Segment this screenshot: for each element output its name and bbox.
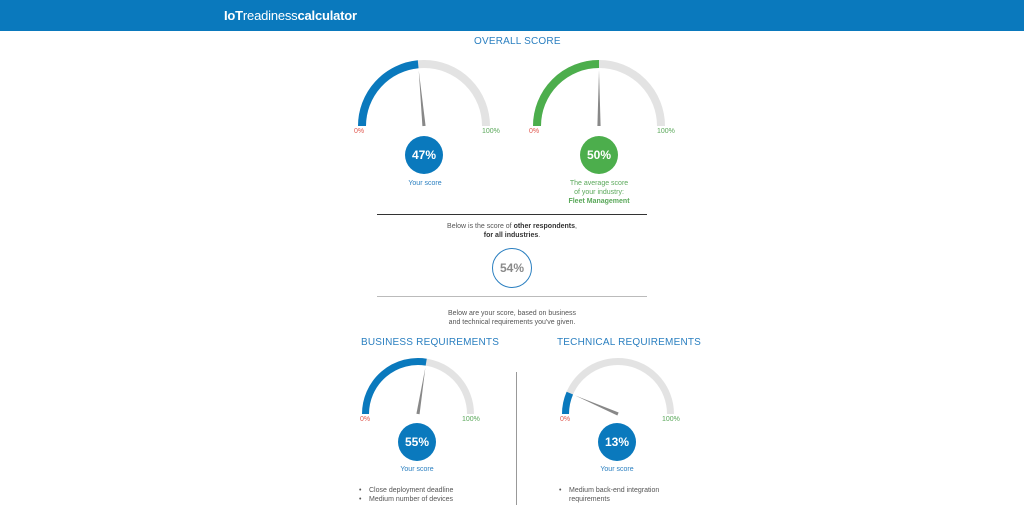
gauge-needle [597,70,601,126]
your-score-gauge [358,60,490,130]
respondents-note: Below is the score of other respondents,… [412,222,612,240]
business-score-badge: 55% [398,423,436,461]
technical-item-line1: Medium back-end integration [569,487,660,494]
breakdown-note-line2: and technical requirements you've given. [448,319,576,326]
respondents-text-line2: for all industries [483,232,539,239]
technical-score-gauge [562,358,674,418]
respondents-text-bold: other respondents [513,223,576,230]
industry-caption-line1: The average score [569,180,629,187]
your-score-badge: 47% [405,136,443,174]
brand-logo[interactable]: IoTreadinesscalculator [224,8,357,23]
respondents-text-prefix: Below is the score of [447,223,514,230]
gauge-needle [574,395,619,416]
business-gauge-max-label: 100% [462,416,480,423]
industry-name: Fleet Management [568,198,630,205]
gauge-fill [562,391,574,415]
gauge-svg [358,60,490,127]
gauge-needle [418,70,426,127]
technical-gauge-min-label: 0% [560,416,571,423]
technical-score-caption: Your score [600,466,634,473]
industry-caption-line2: of your industry: [574,189,624,196]
gauge-svg [533,60,665,127]
gauge-fill [358,60,419,127]
breakdown-note-line1: Below are your score, based on business [447,310,577,317]
industry-gauge-max-label: 100% [657,128,675,135]
industry-average-badge: 50% [580,136,618,174]
list-item: Medium number of devices [357,495,453,504]
your-gauge-min-label: 0% [354,128,365,135]
gauge-needle [416,367,426,415]
overall-score-title: OVERALL SCORE [474,36,561,47]
divider-top [377,214,647,215]
technical-requirements-list: Medium back-end integration requirements [557,486,659,504]
business-requirements-list: Close deployment deadline Medium number … [357,486,453,504]
list-item: Medium back-end integration requirements [557,486,659,504]
respondents-text-suffix: , [575,223,577,230]
business-requirements-title: BUSINESS REQUIREMENTS [361,337,500,348]
gauge-fill [533,60,600,127]
industry-gauge-min-label: 0% [529,128,540,135]
business-score-gauge [362,358,474,418]
top-bar: IoTreadinesscalculator [0,0,1024,31]
brand-part-iot: IoT [224,8,243,23]
breakdown-note: Below are your score, based on business … [412,309,612,327]
your-score-caption: Your score [408,180,442,187]
technical-score-badge: 13% [598,423,636,461]
technical-item-line2: requirements [569,496,610,503]
list-item: Close deployment deadline [357,486,453,495]
gauge-svg [362,358,474,415]
industry-average-gauge [533,60,665,130]
gauge-track [562,358,674,415]
respondents-score-badge: 54% [492,248,532,288]
gauge-svg [562,358,674,416]
gauge-fill [362,358,427,415]
business-score-caption: Your score [400,466,434,473]
industry-average-caption: The average score of your industry: Flee… [549,179,649,206]
brand-part-calculator: calculator [297,8,357,23]
respondents-text-line2-suffix: . [538,232,541,239]
requirements-divider [516,372,517,505]
brand-part-readiness: readiness [242,8,298,23]
technical-requirements-title: TECHNICAL REQUIREMENTS [557,337,702,348]
business-gauge-min-label: 0% [360,416,371,423]
technical-gauge-max-label: 100% [662,416,680,423]
divider-middle [377,296,647,297]
your-gauge-max-label: 100% [482,128,500,135]
